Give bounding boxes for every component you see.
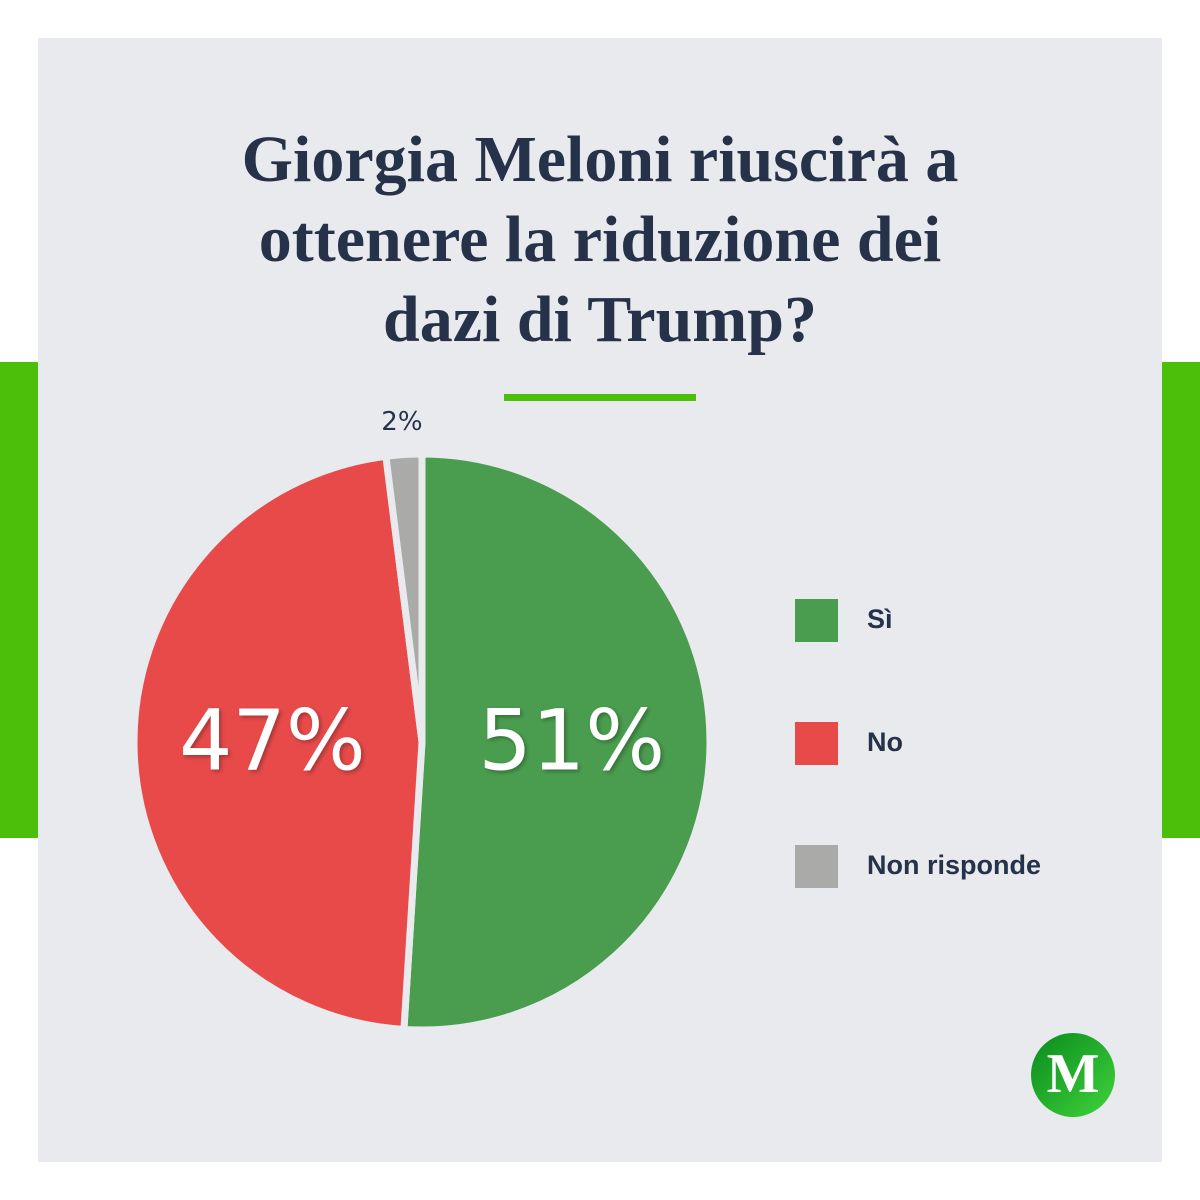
logo-circle	[1031, 1033, 1115, 1117]
title-rule	[504, 394, 696, 401]
pie-slice	[400, 450, 714, 1034]
pie-slice	[381, 450, 426, 743]
legend-label: Non risponde	[867, 850, 1041, 880]
value-label: 51%	[478, 692, 665, 790]
legend-swatch	[795, 722, 838, 765]
pie-slice	[130, 452, 426, 1034]
legend-label: Sì	[867, 604, 893, 634]
legend-label: No	[867, 727, 903, 757]
side-bar	[1162, 362, 1200, 838]
value-label: 47%	[179, 692, 366, 790]
legend-swatch	[795, 845, 838, 888]
legend-swatch	[795, 599, 838, 642]
chart-title: Giorgia Meloni riuscirà a ottenere la ri…	[241, 123, 959, 356]
value-label: 2%	[381, 407, 422, 437]
logo: M	[1047, 1043, 1100, 1105]
side-bar	[0, 362, 38, 838]
